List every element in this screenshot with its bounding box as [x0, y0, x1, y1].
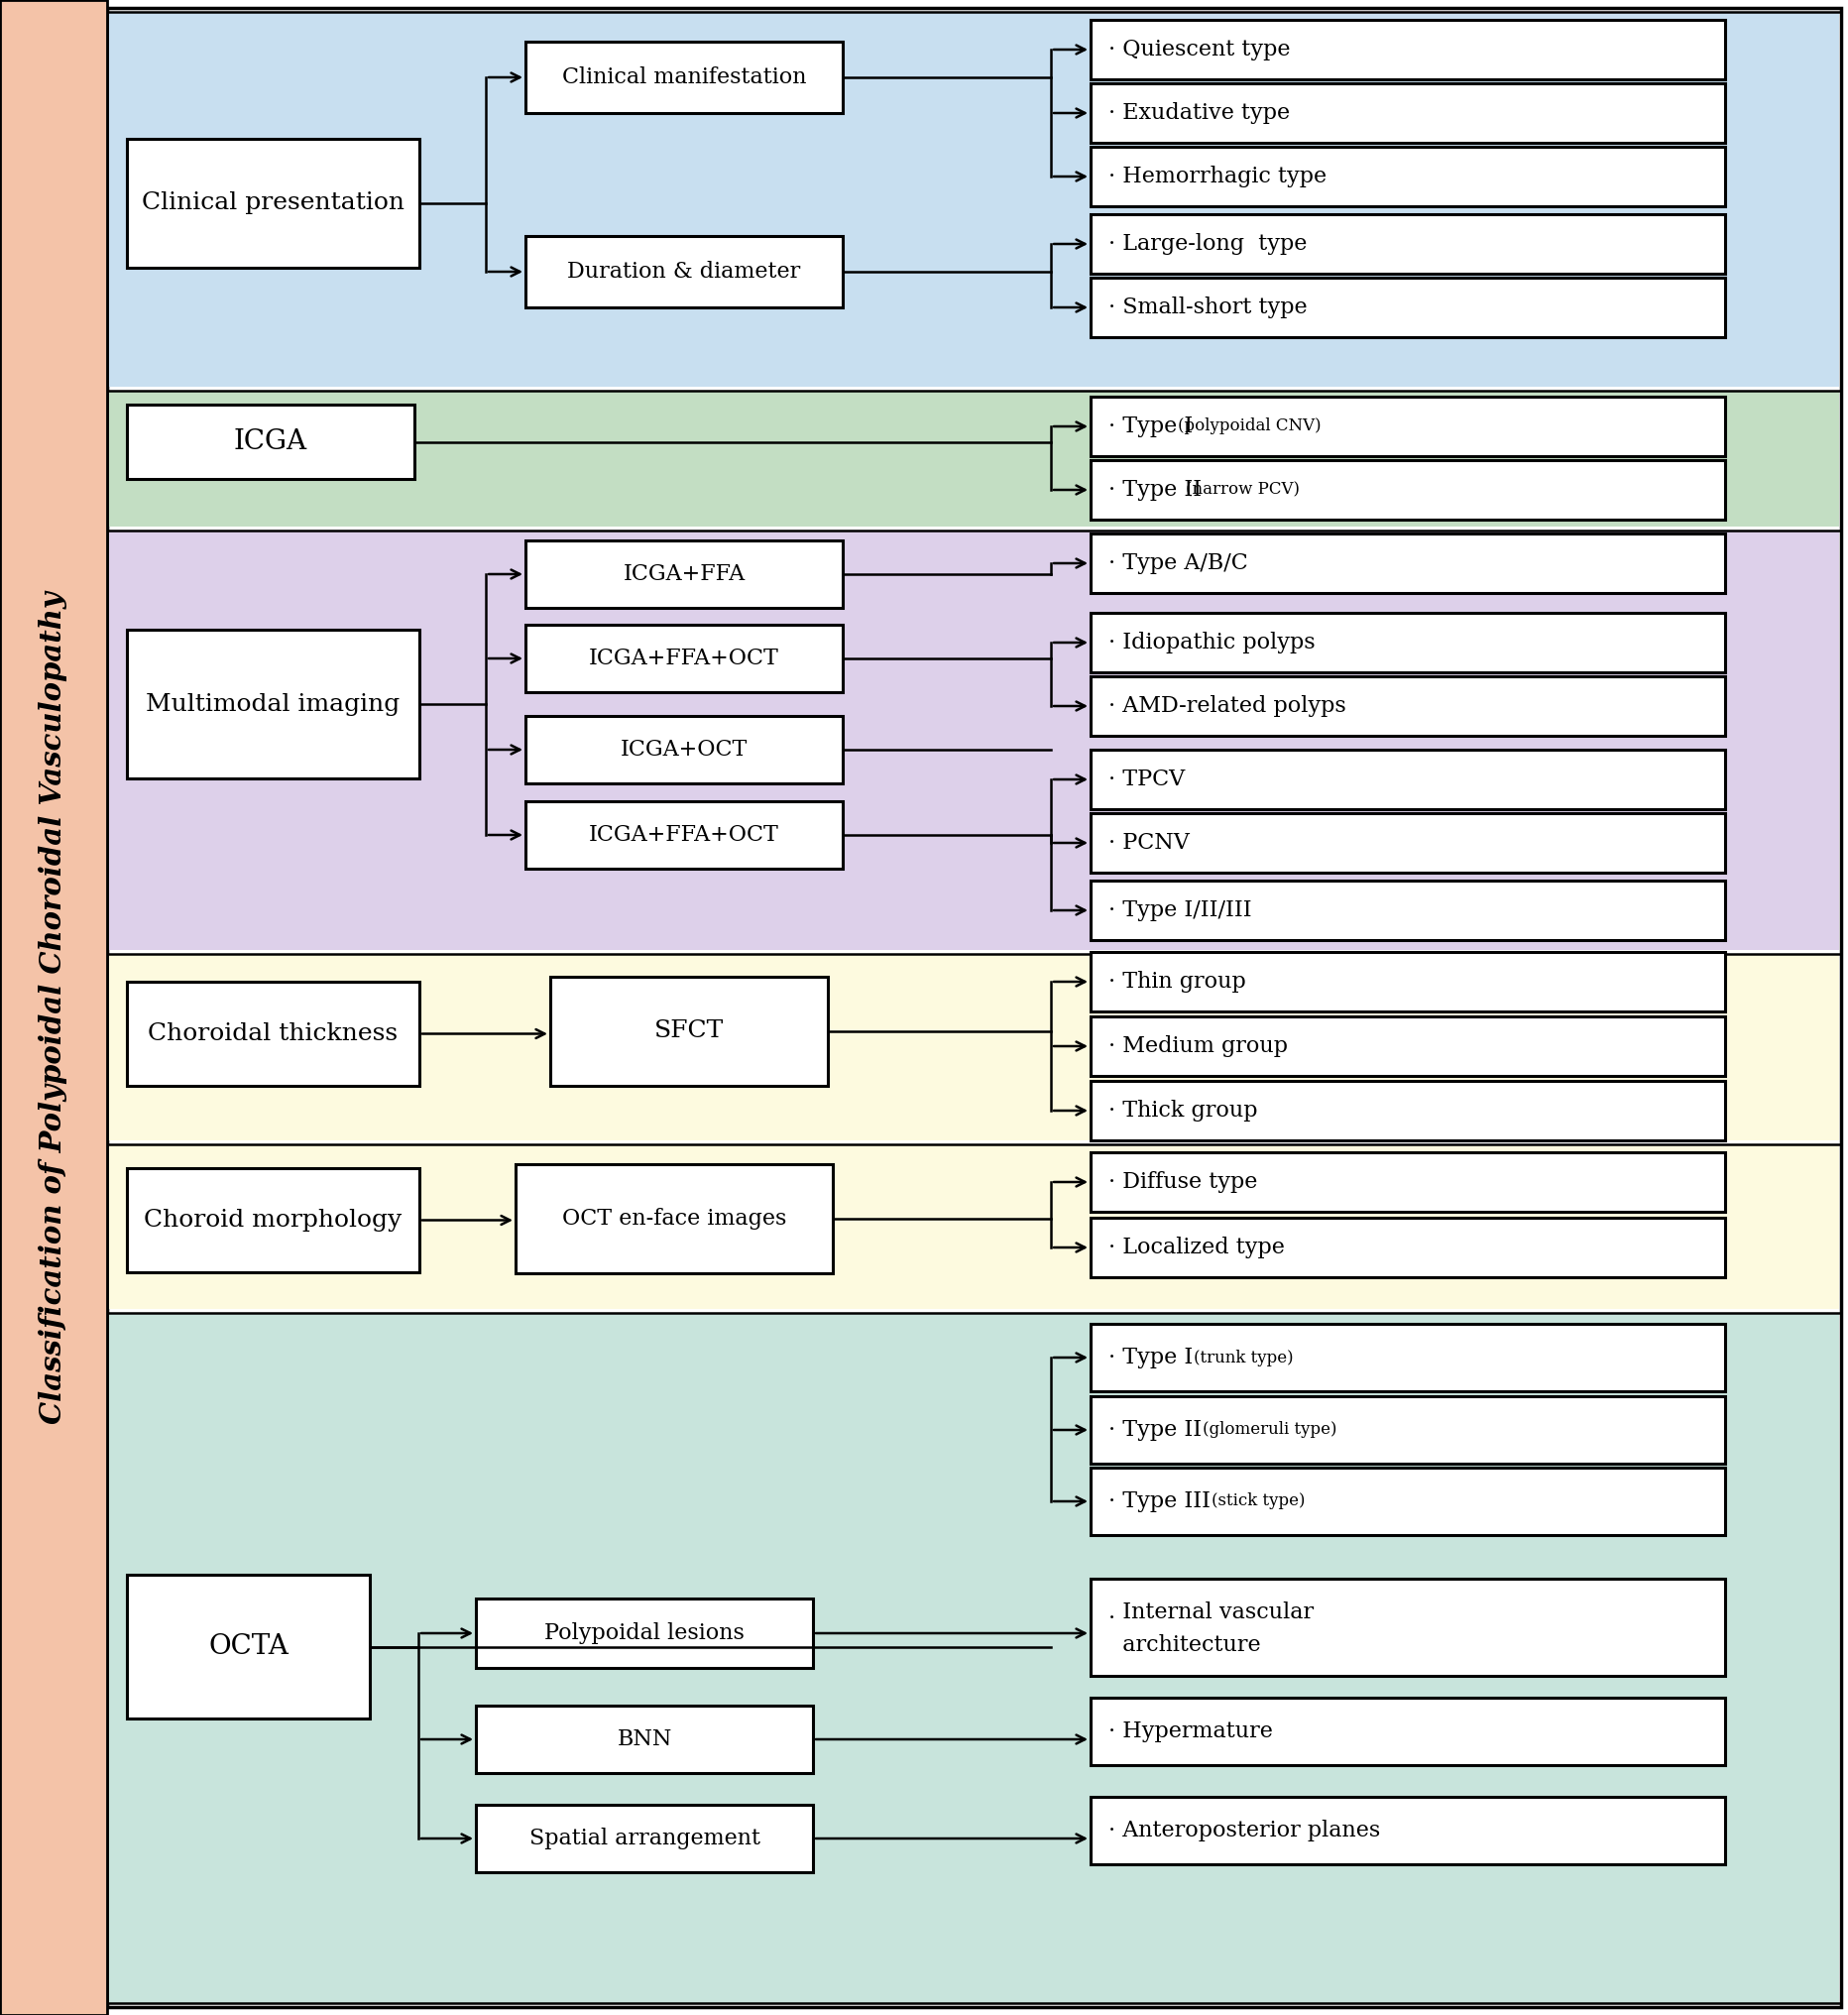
- Text: OCTA: OCTA: [209, 1634, 288, 1660]
- FancyBboxPatch shape: [475, 1598, 813, 1668]
- FancyBboxPatch shape: [1090, 1578, 1724, 1676]
- FancyBboxPatch shape: [128, 981, 419, 1086]
- FancyBboxPatch shape: [1090, 1153, 1724, 1211]
- FancyBboxPatch shape: [1090, 677, 1724, 735]
- FancyBboxPatch shape: [128, 139, 419, 268]
- Text: · Localized type: · Localized type: [1107, 1237, 1284, 1259]
- FancyBboxPatch shape: [1090, 881, 1724, 941]
- FancyBboxPatch shape: [1090, 951, 1724, 1012]
- FancyBboxPatch shape: [1090, 1016, 1724, 1076]
- Text: · Small-short type: · Small-short type: [1107, 296, 1307, 318]
- FancyBboxPatch shape: [1090, 1324, 1724, 1390]
- Text: Duration & diameter: Duration & diameter: [567, 260, 800, 282]
- Text: Clinical manifestation: Clinical manifestation: [562, 66, 806, 89]
- Text: Polypoidal lesions: Polypoidal lesions: [543, 1622, 745, 1644]
- Text: Choroidal thickness: Choroidal thickness: [148, 1022, 397, 1046]
- Text: ICGA+OCT: ICGA+OCT: [621, 740, 747, 760]
- Text: architecture: architecture: [1107, 1634, 1260, 1656]
- Text: Choroid morphology: Choroid morphology: [144, 1209, 401, 1231]
- FancyBboxPatch shape: [128, 1169, 419, 1271]
- FancyBboxPatch shape: [109, 953, 1839, 1140]
- FancyBboxPatch shape: [1090, 214, 1724, 274]
- FancyBboxPatch shape: [1090, 278, 1724, 337]
- Text: · Type II: · Type II: [1107, 480, 1209, 502]
- FancyBboxPatch shape: [516, 1165, 832, 1273]
- Text: · Medium group: · Medium group: [1107, 1036, 1288, 1058]
- Text: · PCNV: · PCNV: [1107, 832, 1188, 854]
- Text: Spatial arrangement: Spatial arrangement: [529, 1828, 760, 1850]
- Text: · Anteroposterior planes: · Anteroposterior planes: [1107, 1820, 1380, 1842]
- FancyBboxPatch shape: [525, 540, 843, 609]
- FancyBboxPatch shape: [1090, 83, 1724, 143]
- Text: · Thick group: · Thick group: [1107, 1100, 1257, 1122]
- Text: OCT en-face images: OCT en-face images: [562, 1207, 785, 1229]
- FancyBboxPatch shape: [1090, 1396, 1724, 1463]
- Text: · Type I/II/III: · Type I/II/III: [1107, 899, 1251, 921]
- FancyBboxPatch shape: [475, 1705, 813, 1773]
- FancyBboxPatch shape: [107, 8, 1841, 2007]
- FancyBboxPatch shape: [525, 715, 843, 784]
- FancyBboxPatch shape: [109, 391, 1839, 526]
- Text: · Type II: · Type II: [1107, 1419, 1209, 1441]
- Text: (trunk type): (trunk type): [1192, 1350, 1292, 1366]
- Text: · AMD-related polyps: · AMD-related polyps: [1107, 695, 1345, 717]
- Text: · Diffuse type: · Diffuse type: [1107, 1171, 1257, 1193]
- Text: (stick type): (stick type): [1210, 1493, 1305, 1509]
- FancyBboxPatch shape: [128, 405, 414, 480]
- FancyBboxPatch shape: [1090, 814, 1724, 872]
- FancyBboxPatch shape: [109, 12, 1839, 387]
- Text: · Quiescent type: · Quiescent type: [1107, 38, 1290, 60]
- Text: · Type A/B/C: · Type A/B/C: [1107, 552, 1247, 574]
- FancyBboxPatch shape: [1090, 534, 1724, 592]
- FancyBboxPatch shape: [1090, 1699, 1724, 1765]
- FancyBboxPatch shape: [0, 0, 107, 2015]
- FancyBboxPatch shape: [551, 977, 828, 1086]
- FancyBboxPatch shape: [1090, 1217, 1724, 1278]
- Text: (polypoidal CNV): (polypoidal CNV): [1177, 417, 1321, 435]
- FancyBboxPatch shape: [1090, 1797, 1724, 1864]
- Text: Multimodal imaging: Multimodal imaging: [146, 693, 399, 715]
- Text: BNN: BNN: [617, 1729, 671, 1751]
- FancyBboxPatch shape: [128, 629, 419, 778]
- Text: · Large-long  type: · Large-long type: [1107, 234, 1307, 254]
- Text: SFCT: SFCT: [654, 1020, 723, 1042]
- FancyBboxPatch shape: [1090, 397, 1724, 455]
- FancyBboxPatch shape: [525, 802, 843, 868]
- Text: ICGA: ICGA: [235, 429, 307, 455]
- Text: ICGA+FFA+OCT: ICGA+FFA+OCT: [590, 647, 778, 669]
- FancyBboxPatch shape: [525, 42, 843, 113]
- FancyBboxPatch shape: [109, 530, 1839, 949]
- FancyBboxPatch shape: [1090, 20, 1724, 79]
- FancyBboxPatch shape: [1090, 147, 1724, 206]
- Text: · Idiopathic polyps: · Idiopathic polyps: [1107, 631, 1314, 653]
- FancyBboxPatch shape: [525, 625, 843, 693]
- Text: (glomeruli type): (glomeruli type): [1201, 1421, 1336, 1439]
- Text: (narrow PCV): (narrow PCV): [1185, 482, 1299, 498]
- FancyBboxPatch shape: [1090, 613, 1724, 673]
- FancyBboxPatch shape: [1090, 459, 1724, 520]
- Text: ICGA+FFA+OCT: ICGA+FFA+OCT: [590, 824, 778, 846]
- Text: · Thin group: · Thin group: [1107, 971, 1246, 993]
- FancyBboxPatch shape: [475, 1805, 813, 1872]
- Text: · Exudative type: · Exudative type: [1107, 103, 1290, 125]
- Text: · Type III: · Type III: [1107, 1491, 1218, 1511]
- FancyBboxPatch shape: [1090, 1080, 1724, 1140]
- FancyBboxPatch shape: [128, 1574, 370, 1719]
- Text: · TPCV: · TPCV: [1107, 768, 1185, 790]
- FancyBboxPatch shape: [109, 1145, 1839, 1310]
- Text: ICGA+FFA: ICGA+FFA: [623, 564, 745, 584]
- Text: · Hemorrhagic type: · Hemorrhagic type: [1107, 165, 1325, 187]
- FancyBboxPatch shape: [1090, 1467, 1724, 1535]
- Text: Clinical presentation: Clinical presentation: [142, 191, 405, 216]
- FancyBboxPatch shape: [525, 236, 843, 308]
- Text: · Type I: · Type I: [1107, 415, 1199, 437]
- Text: . Internal vascular: . Internal vascular: [1107, 1602, 1314, 1624]
- Text: · Type I: · Type I: [1107, 1346, 1199, 1368]
- FancyBboxPatch shape: [109, 1314, 1839, 2003]
- Text: · Hypermature: · Hypermature: [1107, 1721, 1271, 1743]
- FancyBboxPatch shape: [1090, 750, 1724, 810]
- Text: Classification of Polypoidal Choroidal Vasculopathy: Classification of Polypoidal Choroidal V…: [39, 590, 68, 1425]
